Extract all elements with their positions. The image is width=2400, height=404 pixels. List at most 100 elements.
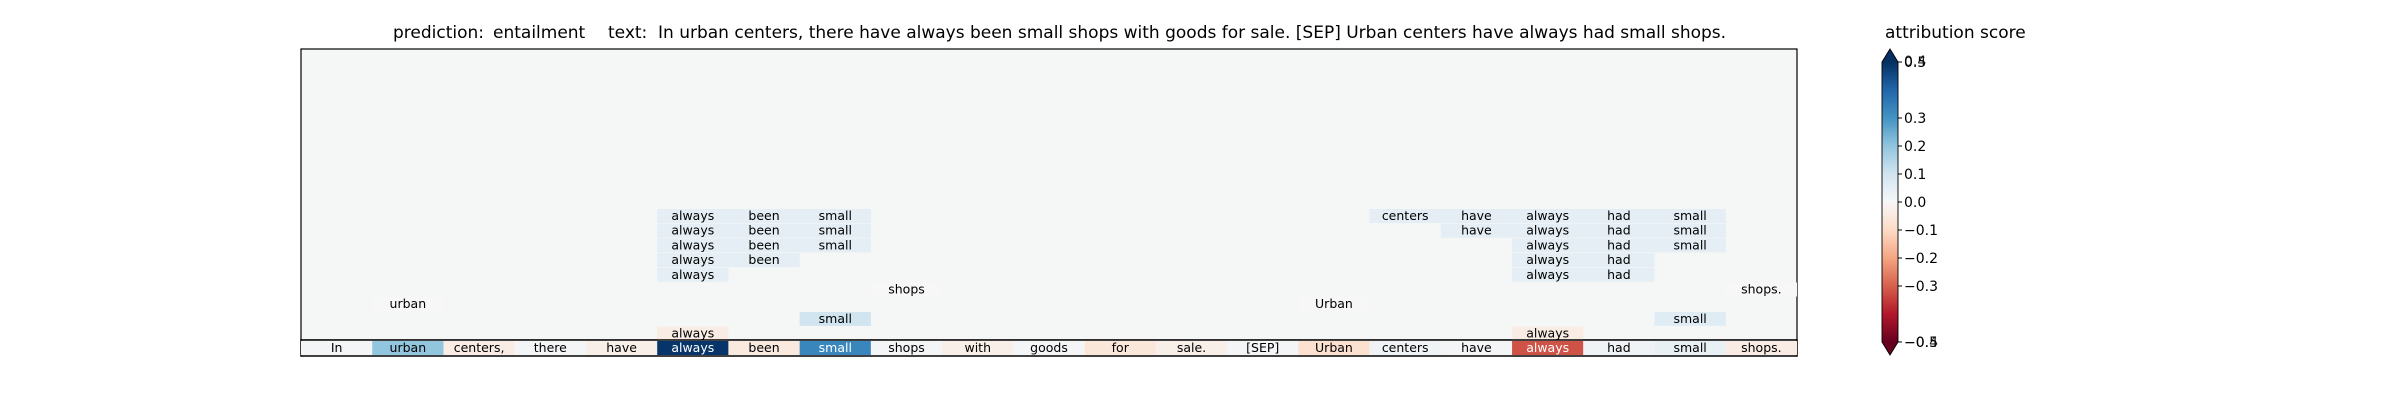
attribution-cell xyxy=(1298,297,1370,312)
colorbar-tick-label: 0.0 xyxy=(1904,195,1926,211)
attribution-label: urban xyxy=(390,296,427,311)
token-label: always xyxy=(1526,340,1569,355)
token-cell xyxy=(1725,341,1797,355)
attribution-label: small xyxy=(819,208,852,223)
attribution-label: been xyxy=(748,252,779,267)
token-label: In xyxy=(331,340,343,355)
colorbar-tick-label: −0.3 xyxy=(1904,279,1938,295)
token-cell xyxy=(1440,341,1513,355)
token-label: goods xyxy=(1030,340,1068,355)
attribution-cell xyxy=(1512,209,1584,223)
token-cell xyxy=(942,341,1014,355)
attribution-cell xyxy=(1512,238,1584,253)
attribution-label: always xyxy=(1526,223,1569,238)
attribution-cell xyxy=(657,238,729,253)
attribution-label: always xyxy=(1526,237,1569,252)
colorbar-gradient xyxy=(1882,62,1898,342)
attribution-cell xyxy=(728,253,800,268)
token-label: had xyxy=(1607,340,1631,355)
attribution-label: always xyxy=(1526,326,1569,341)
attribution-cell xyxy=(1583,238,1655,253)
attribution-cell xyxy=(1512,267,1584,282)
attribution-label: always xyxy=(671,326,714,341)
token-label: centers, xyxy=(454,340,505,355)
colorbar-title: attribution score xyxy=(1885,23,2026,43)
attribution-cell xyxy=(799,209,871,223)
token-label: small xyxy=(1673,340,1706,355)
attribution-cell xyxy=(1583,209,1655,223)
token-cell xyxy=(1084,341,1156,355)
token-cell xyxy=(301,341,373,355)
token-cell xyxy=(585,341,658,355)
token-label: sale. xyxy=(1177,340,1206,355)
chart-title: prediction: entailment text: In urban ce… xyxy=(393,23,1726,43)
attribution-cell xyxy=(1512,223,1584,238)
attribution-label: always xyxy=(671,267,714,282)
token-label: urban xyxy=(390,340,427,355)
token-cell xyxy=(1512,341,1584,355)
colorbar-tick-label: 0.5 xyxy=(1904,55,1926,71)
token-cell xyxy=(372,341,444,355)
attribution-label: had xyxy=(1607,223,1631,238)
attribution-cell xyxy=(1440,209,1513,223)
token-label: always xyxy=(671,340,714,355)
attribution-cell xyxy=(1512,326,1584,341)
token-cell xyxy=(1227,341,1299,355)
attribution-cell xyxy=(657,223,729,238)
token-cell xyxy=(1013,341,1085,355)
token-cell xyxy=(657,341,729,355)
token-cell xyxy=(1369,341,1441,355)
attribution-cell xyxy=(799,311,871,326)
colorbar-ticks: 0.5 0.3 0.2 0.1 0.0 −0.1 −0.2 −0.3 −0.5 xyxy=(1898,55,1938,351)
token-label: shops xyxy=(888,340,925,355)
token-label: Urban xyxy=(1315,340,1353,355)
token-cell xyxy=(1583,341,1655,355)
token-cell xyxy=(870,341,943,355)
attribution-cell xyxy=(1369,209,1441,223)
colorbar: attribution score 0.5 0.3 0.2 0.1 0.0 −0.1 −0.… xyxy=(1881,23,2026,356)
attribution-label: been xyxy=(748,237,779,252)
token-cell xyxy=(799,341,871,355)
text-value: In urban centers, there have always been… xyxy=(658,23,1726,43)
attribution-label: always xyxy=(671,252,714,267)
token-strip: In urban centers, there have always been small s… xyxy=(301,340,1797,355)
attribution-cell xyxy=(1512,253,1584,268)
attribution-label: small xyxy=(819,311,852,326)
attribution-label: shops. xyxy=(1741,282,1782,297)
token-label: centers xyxy=(1382,340,1429,355)
attribution-cell xyxy=(1583,253,1655,268)
colorbar-extend-bottom xyxy=(1882,342,1898,355)
colorbar-tick-label: 0.2 xyxy=(1904,139,1926,155)
attribution-label: small xyxy=(819,237,852,252)
token-cell xyxy=(728,341,800,355)
attribution-label: shops xyxy=(888,282,925,297)
attribution-cell xyxy=(1654,223,1726,238)
attribution-label: had xyxy=(1607,208,1631,223)
attribution-label: have xyxy=(1461,223,1492,238)
attribution-cell xyxy=(799,238,871,253)
attribution-label: had xyxy=(1607,237,1631,252)
prediction-value: entailment xyxy=(493,23,586,43)
colorbar-overlay-tick-bottom: −0.4 xyxy=(1904,335,1938,351)
token-label: for xyxy=(1112,340,1130,355)
prediction-label: prediction: xyxy=(393,23,484,43)
token-label: have xyxy=(1461,340,1492,355)
attribution-cell xyxy=(1725,282,1797,297)
token-label: been xyxy=(748,340,779,355)
attribution-cell xyxy=(657,209,729,223)
token-cell xyxy=(1298,341,1370,355)
colorbar-tick-label: 0.3 xyxy=(1904,111,1926,127)
attribution-rows: centers have always had small always been small… xyxy=(372,208,1797,341)
token-cell xyxy=(514,341,586,355)
attribution-cell xyxy=(657,253,729,268)
attribution-label: had xyxy=(1607,267,1631,282)
attribution-label: centers xyxy=(1382,208,1429,223)
upper-axes-frame xyxy=(300,48,1798,341)
attribution-label: always xyxy=(1526,267,1569,282)
attribution-cell xyxy=(372,297,444,312)
attribution-cell xyxy=(799,223,871,238)
attribution-label: always xyxy=(1526,252,1569,267)
attribution-label: always xyxy=(671,237,714,252)
attribution-cell xyxy=(728,223,800,238)
